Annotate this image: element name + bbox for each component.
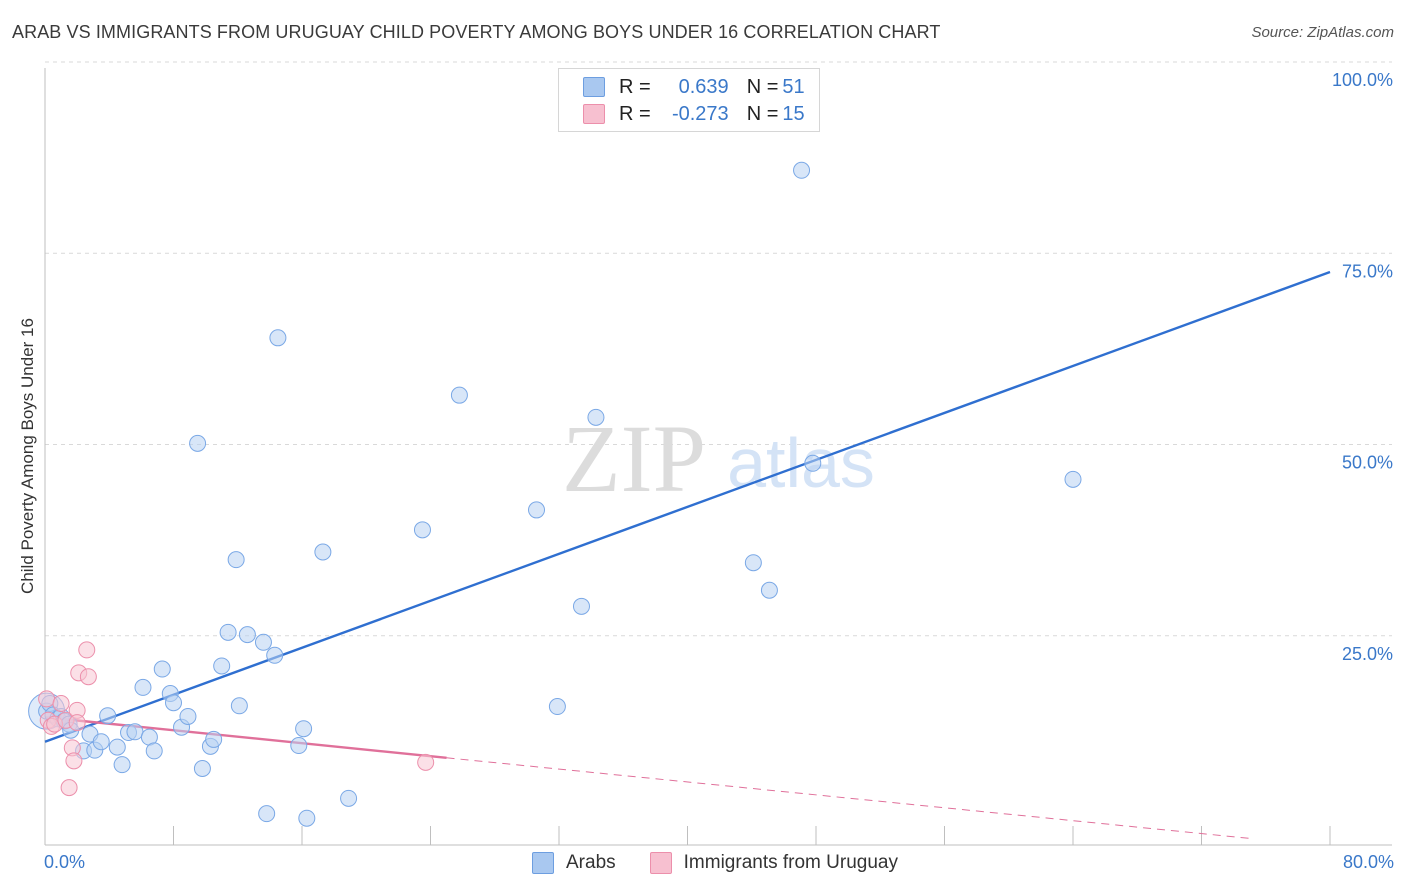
y-tick-label: 75.0%	[1342, 261, 1393, 281]
point-arabs	[528, 501, 546, 519]
legend-n-value: 51	[782, 75, 805, 98]
y-tick-label: 100.0%	[1332, 70, 1393, 90]
point-arabs	[340, 789, 358, 807]
point-arabs	[238, 626, 256, 644]
point-arabs	[804, 454, 822, 472]
legend-r-label: R =	[619, 102, 651, 125]
correlation-legend: R = 0.639 N = 51 R = -0.273 N = 15	[558, 68, 820, 132]
point-arabs	[92, 733, 110, 751]
point-arabs	[179, 707, 197, 725]
point-arabs	[269, 329, 287, 347]
point-arabs	[230, 697, 248, 715]
point-uruguay	[60, 779, 78, 797]
watermark-zip: ZIP	[562, 405, 706, 512]
legend-n-label: N =	[746, 75, 779, 98]
point-arabs	[760, 581, 778, 599]
x-tick-label-max: 80.0%	[1342, 852, 1394, 872]
trendline-arabs	[44, 270, 1331, 743]
gridlines	[45, 61, 1392, 637]
point-uruguay	[78, 641, 96, 659]
legend-swatch-uruguay	[583, 104, 605, 124]
legend-r-label: R =	[619, 75, 651, 98]
point-arabs	[134, 678, 152, 696]
point-arabs	[99, 707, 117, 725]
legend-row-uruguay: R = -0.273 N = 15	[583, 101, 805, 127]
point-arabs	[153, 660, 171, 678]
trendlines	[44, 270, 1331, 840]
point-arabs	[290, 737, 308, 755]
point-arabs	[572, 597, 590, 615]
series-legend: Arabs Immigrants from Uruguay	[532, 852, 898, 874]
point-arabs	[227, 551, 245, 569]
point-arabs	[126, 723, 144, 741]
legend-swatch-arabs	[583, 77, 605, 97]
point-arabs	[298, 809, 316, 827]
point-uruguay	[65, 752, 83, 770]
point-arabs	[193, 760, 211, 777]
y-tick-label: 50.0%	[1342, 453, 1393, 473]
point-arabs	[314, 543, 332, 561]
point-uruguay	[417, 753, 435, 771]
point-arabs	[548, 698, 566, 716]
point-arabs	[108, 738, 126, 756]
point-uruguay	[68, 714, 86, 732]
point-arabs	[219, 623, 237, 641]
axes	[44, 68, 1392, 846]
y-tick-label: 25.0%	[1342, 644, 1393, 664]
point-arabs	[413, 521, 431, 539]
point-uruguay	[79, 668, 97, 686]
point-arabs	[254, 633, 272, 651]
x-tick-label-min: 0.0%	[44, 852, 86, 872]
point-uruguay	[52, 694, 70, 712]
point-arabs	[113, 756, 131, 774]
legend-swatch-arabs	[532, 852, 554, 874]
point-arabs	[1064, 470, 1082, 488]
point-arabs	[793, 161, 811, 179]
point-arabs	[587, 408, 605, 426]
point-arabs	[266, 646, 284, 664]
point-arabs	[145, 742, 163, 760]
legend-row-arabs: R = 0.639 N = 51	[583, 74, 805, 100]
data-points	[28, 161, 1082, 827]
point-arabs	[295, 720, 313, 738]
point-uruguay	[38, 690, 56, 708]
point-arabs	[205, 730, 223, 748]
source-label: Source: ZipAtlas.com	[1251, 24, 1394, 41]
watermark-atlas: atlas	[727, 424, 875, 502]
chart-title: ARAB VS IMMIGRANTS FROM URUGUAY CHILD PO…	[12, 22, 941, 42]
legend-r-value: -0.273	[671, 102, 729, 125]
legend-swatch-uruguay	[649, 852, 672, 874]
legend-n-label: N =	[746, 102, 779, 125]
legend-label-arabs: Arabs	[566, 852, 616, 873]
legend-label-uruguay: Immigrants from Uruguay	[683, 852, 898, 873]
point-arabs	[258, 805, 276, 823]
trendline-uruguay-extrapolated	[446, 757, 1255, 840]
point-arabs	[450, 386, 468, 404]
point-arabs	[189, 434, 207, 452]
legend-n-value: 15	[782, 102, 805, 125]
point-arabs	[213, 657, 231, 675]
y-tick-labels: 100.0% 75.0% 50.0% 25.0%	[1332, 70, 1393, 664]
point-arabs	[165, 694, 182, 712]
legend-r-value: 0.639	[678, 75, 729, 98]
point-arabs	[744, 554, 762, 572]
trendline-uruguay	[44, 716, 447, 759]
